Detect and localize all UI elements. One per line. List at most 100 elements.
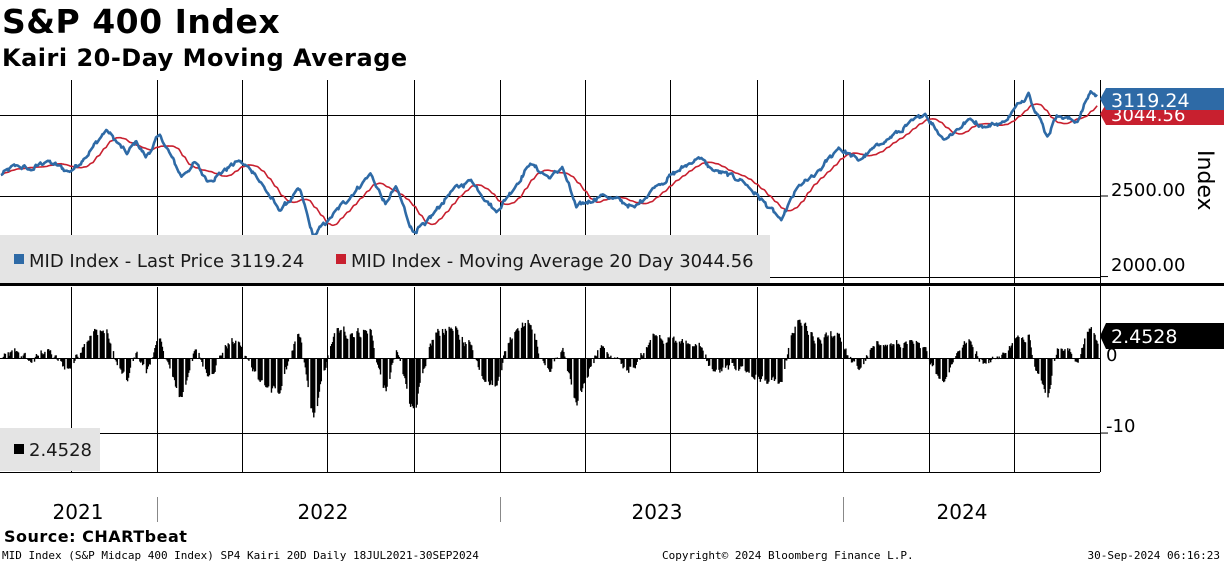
kairi-bar (468, 340, 470, 359)
kairi-bar (613, 357, 616, 359)
kairi-bar (1094, 334, 1096, 359)
kairi-bar (991, 356, 994, 359)
kairi-bar (424, 358, 426, 368)
kairi-bar (362, 329, 365, 359)
kairi-bar (346, 338, 349, 359)
kairi-bar (645, 347, 648, 359)
kairi-bar (416, 358, 418, 405)
kairi-bar (725, 358, 728, 366)
kairi-bar (168, 358, 170, 365)
kairi-bar (173, 358, 176, 381)
kairi-bar (235, 340, 237, 359)
kairi-bar (958, 351, 960, 359)
kairi-bar (108, 338, 110, 359)
kairi-bar (191, 358, 194, 362)
kairi-last-value-label: 2.4528 (1111, 326, 1177, 348)
kairi-bar (452, 330, 454, 359)
kairi-bar (1064, 349, 1066, 359)
kairi-bar (790, 335, 793, 359)
kairi-bar (654, 336, 656, 359)
kairi-bar (550, 358, 553, 369)
kairi-bar (640, 353, 642, 359)
y-tick-label-minus10: -10 (1106, 416, 1135, 437)
kairi-bar (382, 358, 385, 388)
kairi-bar (561, 350, 563, 359)
kairi-bar (586, 358, 589, 378)
kairi-bar (172, 358, 174, 377)
kairi-bar (1036, 358, 1038, 372)
kairi-bar (963, 341, 966, 359)
kairi-bar (1086, 331, 1089, 359)
kairi-bar (145, 358, 148, 374)
kairi-bar (113, 358, 116, 359)
kairi-bar (942, 358, 944, 381)
kairi-bar (712, 358, 715, 372)
kairi-legend-swatch (14, 444, 24, 454)
kairi-bar (319, 358, 322, 385)
kairi-bar (864, 358, 867, 361)
kairi-bar (264, 358, 266, 386)
kairi-bar (879, 345, 881, 359)
kairi-bar (950, 358, 952, 365)
kairi-bar (549, 358, 551, 372)
kairi-bar (456, 329, 459, 359)
kairi-bar (544, 358, 546, 366)
kairi-bar (838, 333, 841, 359)
kairi-bar (3, 353, 6, 359)
kairi-bar (515, 330, 517, 359)
kairi-bar (56, 358, 58, 360)
kairi-bar (251, 358, 253, 368)
kairi-bar (692, 346, 695, 359)
kairi-bar (442, 332, 445, 359)
kairi-bar (82, 346, 85, 359)
kairi-bar (820, 343, 823, 359)
kairi-bar (880, 345, 882, 359)
kairi-bar (825, 332, 827, 359)
kairi-bar (4, 353, 7, 359)
kairi-bar (161, 346, 164, 359)
kairi-bar (300, 342, 303, 359)
kairi-bar (995, 358, 998, 359)
kairi-bar (628, 358, 631, 367)
kairi-bar (377, 358, 379, 365)
kairi-bar (536, 346, 539, 359)
kairi-bar (201, 358, 203, 363)
kairi-bar (871, 347, 873, 359)
kairi-bar (918, 342, 920, 359)
kairi-bar (33, 358, 36, 362)
kairi-bar (872, 346, 874, 359)
kairi-bar (1069, 352, 1072, 359)
kairi-bar (680, 341, 683, 359)
kairi-bar (1041, 358, 1044, 384)
kairi-bar (464, 342, 466, 359)
kairi-bar (254, 358, 257, 372)
kairi-bar (455, 327, 458, 359)
kairi-bar (573, 358, 575, 398)
kairi-bar (576, 358, 578, 406)
kairi-bar (863, 358, 865, 365)
price-legend-box (0, 235, 770, 283)
kairi-bar (753, 358, 755, 379)
kairi-bar (142, 358, 145, 365)
kairi-bar (1093, 333, 1095, 359)
kairi-bar (705, 354, 707, 359)
kairi-bar (754, 358, 757, 375)
kairi-bar (1023, 341, 1026, 359)
kairi-bar (1077, 358, 1079, 363)
kairi-bar (231, 338, 233, 359)
kairi-bar (53, 357, 55, 359)
kairi-bar (824, 334, 826, 359)
kairi-bar (48, 350, 51, 359)
kairi-bar (116, 358, 118, 366)
kairi-bar (1014, 338, 1016, 359)
kairi-bar (844, 349, 846, 359)
kairi-bar (609, 357, 611, 359)
kairi-bar (976, 356, 979, 359)
kairi-bar (943, 358, 946, 382)
kairi-bar (656, 336, 658, 359)
kairi-bar (660, 338, 662, 359)
kairi-bar (800, 322, 802, 359)
kairi-bar (279, 358, 281, 394)
kairi-bar (803, 323, 806, 359)
kairi-bar (357, 328, 359, 359)
